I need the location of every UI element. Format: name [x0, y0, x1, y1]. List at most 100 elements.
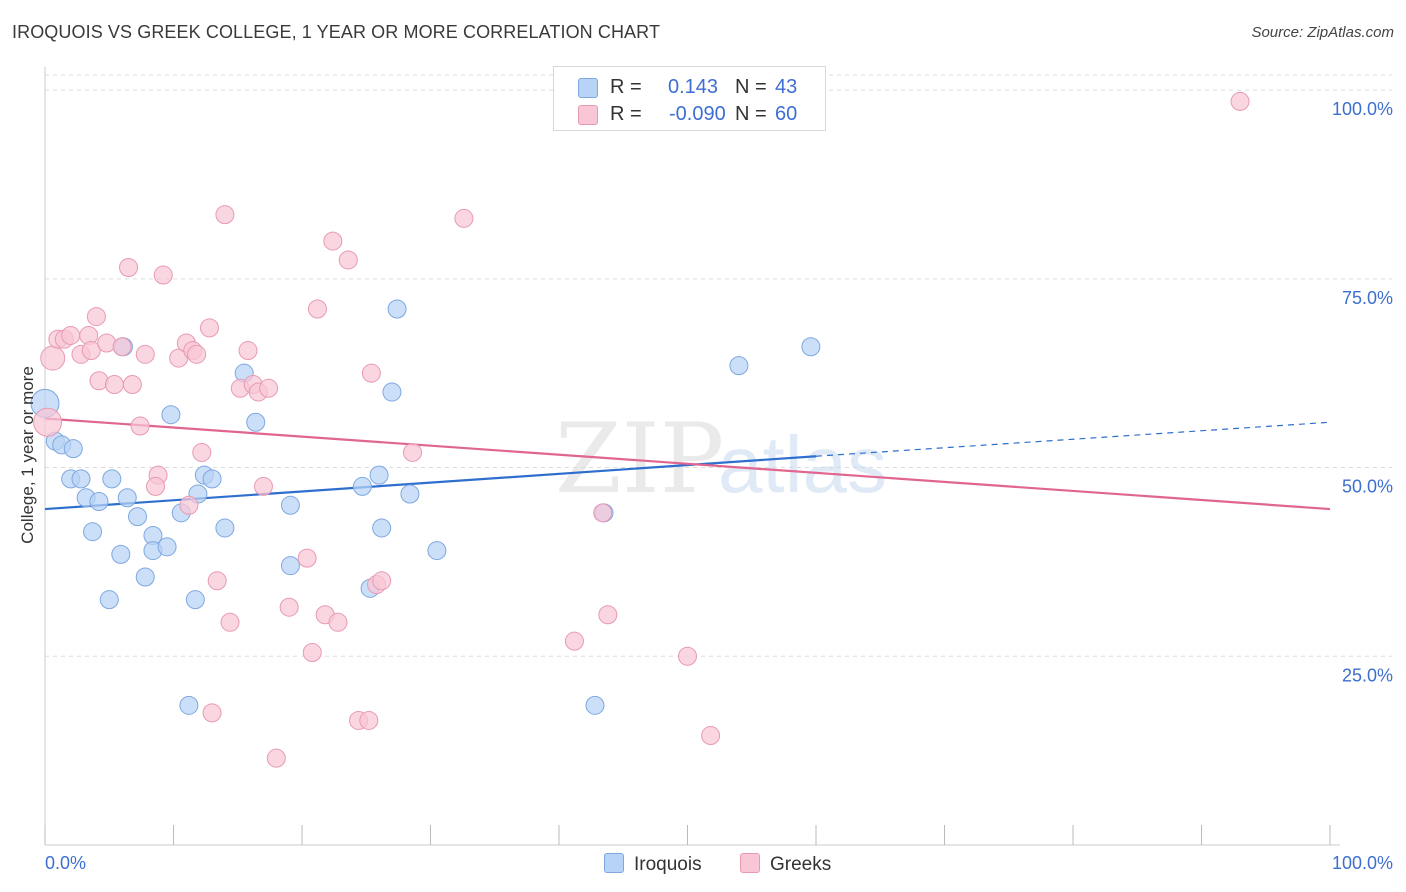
chart-title: IROQUOIS VS GREEK COLLEGE, 1 YEAR OR MOR…: [12, 22, 661, 42]
legend-item-greeks[interactable]: Greeks: [740, 853, 831, 876]
axes: [44, 67, 1340, 846]
greeks-point: [179, 495, 199, 515]
r-label: R =: [610, 76, 642, 98]
greeks-point: [598, 605, 618, 625]
greeks-point: [297, 548, 317, 568]
iroquois-r-value: 0.143: [668, 76, 719, 98]
watermark-atlas: atlas: [718, 420, 887, 509]
greeks-point: [187, 344, 207, 364]
y-tick-label: 25.0%: [1342, 665, 1393, 685]
iroquois-point: [157, 537, 177, 557]
greeks-point: [678, 646, 697, 666]
iroquois-point: [135, 567, 155, 587]
greeks-point: [220, 612, 240, 632]
iroquois-point: [89, 492, 109, 512]
greeks-r-value: -0.090: [669, 103, 726, 125]
greeks-point: [215, 205, 235, 225]
greeks-point: [199, 318, 219, 338]
greeks-point: [135, 344, 155, 364]
x-tick-label: 100.0%: [1332, 853, 1393, 873]
greeks-n-value: 60: [775, 103, 798, 125]
source-label: Source: ZipAtlas.com: [1251, 24, 1394, 41]
greeks-point: [564, 631, 584, 651]
iroquois-point: [585, 695, 605, 715]
y-tick-label: 75.0%: [1342, 288, 1393, 308]
greeks-swatch: [578, 105, 598, 125]
greeks-point: [61, 325, 81, 345]
iroquois-point: [161, 405, 181, 425]
greeks-point: [253, 476, 273, 496]
iroquois-point: [427, 541, 447, 561]
greeks-point: [361, 363, 381, 383]
iroquois-point: [117, 488, 137, 508]
iroquois-point: [215, 518, 235, 538]
watermark: ZIP atlas: [555, 403, 887, 515]
greeks-point: [593, 503, 613, 523]
iroquois-point: [280, 495, 300, 515]
iroquois-point: [369, 465, 389, 485]
iroquois-point: [382, 382, 402, 402]
greeks-point: [130, 416, 150, 436]
greeks-point: [279, 597, 299, 617]
greeks-point: [122, 375, 142, 395]
greeks-point: [307, 299, 327, 319]
greeks-point: [192, 442, 212, 462]
watermark-zip: ZIP: [555, 403, 724, 515]
iroquois-legend-swatch: [604, 853, 624, 873]
greeks-point: [238, 341, 258, 361]
r-label: R =: [610, 103, 642, 125]
n-label: N =: [735, 76, 767, 98]
iroquois-point: [801, 337, 821, 357]
greeks-point: [104, 375, 124, 395]
data-points: [30, 80, 1250, 768]
greeks-point: [202, 703, 222, 723]
greeks-trend-line: [44, 417, 1331, 511]
greeks-point: [40, 345, 66, 371]
iroquois-point: [372, 518, 392, 538]
greeks-point: [701, 726, 721, 746]
greeks-point: [328, 612, 348, 632]
iroquois-point: [202, 469, 222, 489]
legend-item-iroquois[interactable]: Iroquois: [604, 853, 702, 876]
iroquois-point: [185, 590, 205, 610]
greeks-point: [454, 208, 474, 228]
trend-lines: [44, 417, 1331, 511]
iroquois-point: [280, 556, 300, 576]
greeks-point: [119, 258, 139, 277]
greeks-point: [338, 250, 358, 270]
greeks-point: [1230, 91, 1250, 111]
greeks-point: [302, 643, 322, 662]
greeks-point: [153, 265, 173, 285]
greeks-legend-swatch: [740, 853, 760, 873]
iroquois-point: [128, 507, 148, 527]
iroquois-point: [71, 469, 91, 489]
y-tick-label: 100.0%: [1332, 99, 1393, 119]
y-axis-title: College, 1 year or more: [18, 366, 37, 544]
iroquois-point: [246, 412, 266, 432]
iroquois-point: [179, 695, 199, 715]
greeks-point: [86, 307, 106, 327]
tick-labels: 25.0% 50.0% 75.0% 100.0% 0.0% 100.0%: [45, 99, 1393, 873]
greeks-point: [81, 341, 101, 361]
iroquois-trend-extension: [815, 421, 1331, 457]
greeks-legend-label: Greeks: [770, 854, 832, 875]
iroquois-legend-label: Iroquois: [634, 854, 702, 875]
iroquois-point: [102, 469, 122, 489]
greeks-point: [259, 378, 279, 398]
iroquois-n-value: 43: [775, 76, 798, 98]
greeks-point: [112, 337, 132, 357]
greeks-point: [359, 710, 379, 730]
iroquois-point: [729, 356, 749, 376]
greeks-point: [33, 407, 63, 437]
iroquois-point: [352, 476, 372, 496]
greeks-point: [403, 442, 423, 462]
iroquois-swatch: [578, 78, 598, 98]
iroquois-point: [63, 439, 83, 459]
greeks-point: [146, 476, 166, 496]
iroquois-trend-line: [44, 455, 817, 511]
stats-legend: R = 0.143 N = 43 R = -0.090 N = 60: [553, 66, 826, 131]
iroquois-point: [400, 484, 420, 504]
iroquois-point: [99, 590, 119, 610]
greeks-point: [323, 231, 343, 251]
